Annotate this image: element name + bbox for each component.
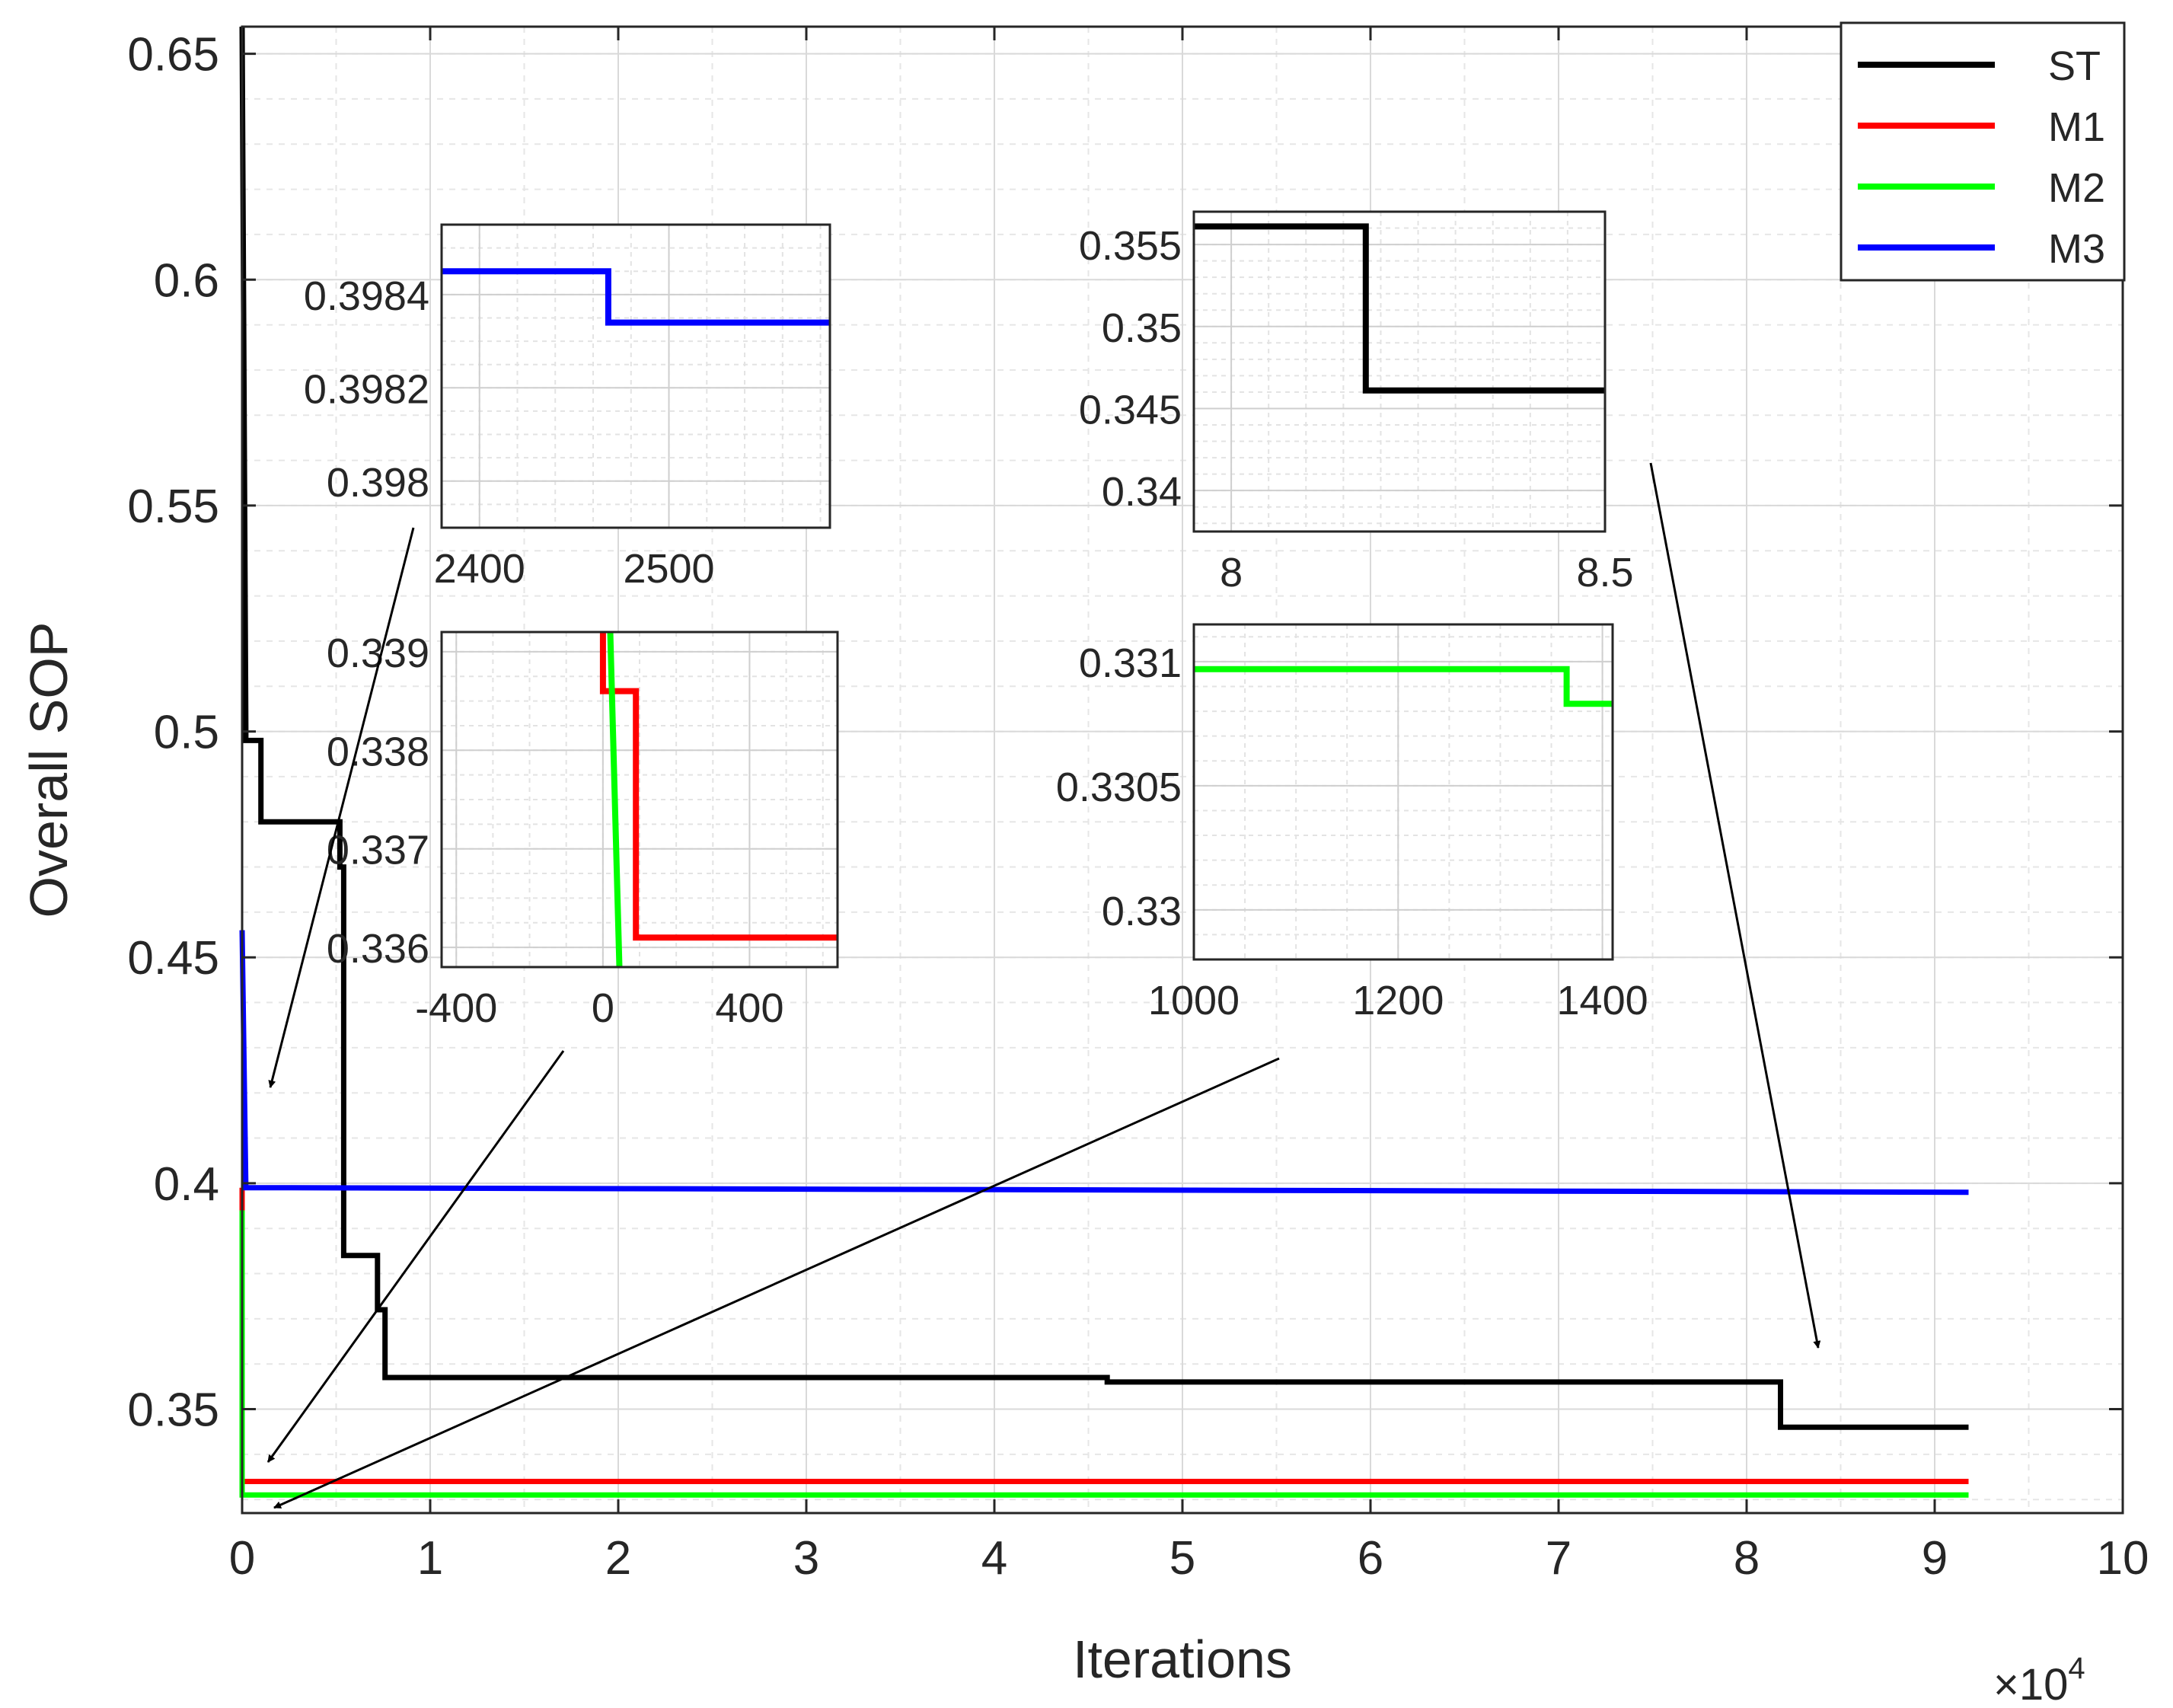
- inset-frame: [440, 631, 839, 969]
- y-tick-label: 0.4: [154, 1158, 219, 1211]
- x-tick-label: 2: [605, 1532, 631, 1585]
- inset-x-tick-label: 1000: [1148, 978, 1240, 1023]
- inset-4: 1000 1200 1400 0.331 0.3305 0.33: [1056, 623, 1648, 1023]
- inset-x-tick-label: 400: [715, 985, 783, 1031]
- inset-x-tick-label: 2500: [623, 546, 714, 592]
- x-tick-label: 6: [1358, 1532, 1383, 1585]
- inset-y-tick-label: 0.331: [1079, 640, 1182, 686]
- y-tick-label: 0.5: [154, 707, 219, 759]
- inset-y-tick-label: 0.337: [327, 828, 429, 873]
- y-tick-label: 0.6: [154, 254, 219, 307]
- inset-y-tick-label: 0.34: [1102, 469, 1182, 515]
- inset-1: 2400 2500 0.3984 0.3982 0.398: [304, 223, 831, 592]
- arrow-inset-st: [1649, 462, 1821, 1349]
- inset-frame: [1192, 623, 1614, 961]
- x-tick-label: 3: [793, 1532, 819, 1585]
- x-tick-label: 10: [2097, 1532, 2149, 1585]
- inset-series-line: [442, 268, 830, 326]
- arrow-inset-m3: [268, 527, 415, 1088]
- x-tick-label: 0: [229, 1532, 255, 1585]
- inset-x-tick-label: 1200: [1352, 978, 1444, 1023]
- series-m3-line: [239, 930, 1969, 1196]
- x-tick-label: 8: [1734, 1532, 1760, 1585]
- inset-y-tick-label: 0.3305: [1056, 765, 1182, 810]
- x-axis-label: Iterations: [1073, 1630, 1292, 1689]
- zoom-arrows: [266, 462, 1821, 1509]
- legend-label-m3: M3: [2048, 226, 2105, 272]
- inset-x-tick-label: 8: [1220, 550, 1243, 595]
- x-tick-label: 7: [1546, 1532, 1572, 1585]
- y-tick-label: 0.55: [127, 480, 219, 533]
- inset-y-tick-label: 0.35: [1102, 305, 1182, 351]
- inset-y-tick-label: 0.398: [327, 460, 429, 506]
- inset-x-tick-label: -400: [415, 985, 497, 1031]
- inset-series-line: [607, 632, 623, 967]
- inset-x-tick-label: 2400: [434, 546, 525, 592]
- inset-y-tick-label: 0.338: [327, 729, 429, 774]
- legend: ST M1 M2 M3: [1840, 21, 2126, 282]
- inset-3: 8 8.5 0.355 0.35 0.345 0.34: [1079, 210, 1634, 595]
- inset-y-tick-label: 0.3984: [304, 273, 429, 319]
- inset-frame: [440, 223, 831, 529]
- inset-y-tick-label: 0.345: [1079, 387, 1182, 433]
- legend-label-m1: M1: [2048, 104, 2105, 150]
- y-tick-label: 0.35: [127, 1384, 219, 1437]
- inset-x-tick-label: 8.5: [1576, 550, 1633, 595]
- inset-background: [1194, 212, 1605, 532]
- inset-x-tick-label: 0: [592, 985, 614, 1031]
- inset-y-tick-label: 0.336: [327, 926, 429, 972]
- series-st-line: [239, 26, 1969, 1430]
- inset-series-line: [599, 632, 838, 941]
- inset-series-line: [1194, 666, 1613, 707]
- inset-background: [442, 225, 830, 528]
- x-tick-label: 1: [417, 1532, 443, 1585]
- x-tick-label: 4: [981, 1532, 1007, 1585]
- arrow-inset-m2: [273, 1057, 1280, 1509]
- inset-series-line: [1194, 223, 1605, 394]
- inset-y-tick-label: 0.355: [1079, 223, 1182, 269]
- inset-y-tick-label: 0.3982: [304, 366, 429, 412]
- inset-background: [1194, 624, 1613, 959]
- inset-frame: [1192, 210, 1607, 533]
- inset-x-tick-label: 1400: [1557, 978, 1648, 1023]
- y-axis-label: Overall SOP: [19, 622, 78, 918]
- legend-label-st: ST: [2048, 43, 2101, 89]
- inset-y-tick-label: 0.33: [1102, 889, 1182, 934]
- x-tick-label: 5: [1169, 1532, 1195, 1585]
- x-exponent-label: ×104: [1993, 1652, 2085, 1708]
- y-tick-label: 0.45: [127, 932, 219, 985]
- arrow-inset-m1: [266, 1050, 565, 1463]
- y-tick-label: 0.65: [127, 29, 219, 81]
- legend-label-m2: M2: [2048, 165, 2105, 211]
- x-tick-label: 9: [1922, 1532, 1948, 1585]
